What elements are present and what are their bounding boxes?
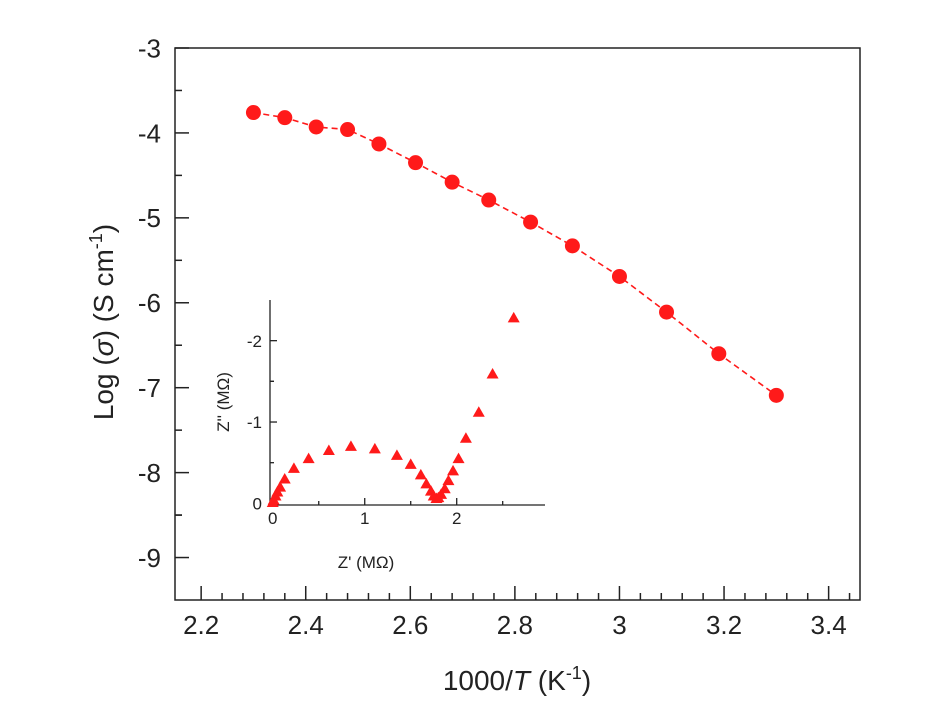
y-axis-label: Log (σ) (S cm-1) [86,224,119,420]
inset-y-axis-label: Z'' (MΩ) [214,372,233,432]
data-point [340,122,356,138]
inset-series [266,311,520,508]
data-point [481,192,497,208]
data-point [245,105,261,121]
data-point-triangle [287,462,300,473]
x-axis-label: 1000/T (K-1) [443,663,591,696]
x-tick-label: 3.4 [811,610,847,640]
plot-frame [174,47,861,601]
dashed-trend-line [253,111,777,396]
x-tick-label: 2.8 [497,610,533,640]
x-tick-label: 2 [452,509,461,528]
y-tick-label: -7 [138,373,161,403]
y-tick-label: -2 [247,332,262,351]
data-point [371,136,387,152]
data-point-triangle [344,440,357,451]
main-series [245,105,784,403]
y-tick-label: 0 [253,494,262,513]
main-axes: 2.2 2.4 2.6 2.8 3 3.2 3.4 -3 -4 -5 -6 -7 -8 -9 [138,33,861,640]
data-point-triangle [447,464,460,476]
y-tick-label: -8 [138,458,161,488]
data-point-triangle [274,481,287,492]
data-point-triangle [322,444,335,455]
x-tick-label: 2.6 [392,610,428,640]
data-point-triangle [404,458,417,469]
x-tick-label: 0 [268,509,277,528]
data-point-triangle [414,468,427,480]
data-point-triangle [486,368,499,379]
data-point-triangle [390,449,403,460]
data-point [277,110,293,126]
data-point-triangle [420,477,433,489]
data-point-triangle [438,482,451,494]
data-point-triangle [507,311,520,323]
data-point-triangle [442,474,455,486]
inset-axes: 0 1 2 0 -1 -2 [247,300,545,528]
y-tick-label: -1 [247,413,262,432]
data-point [711,346,727,362]
data-point [523,214,539,230]
x-tick-label: 1 [360,509,369,528]
data-point-triangle [278,472,291,484]
inset-x-axis-label: Z' (MΩ) [338,553,395,572]
x-tick-label: 2.2 [183,610,219,640]
data-point-triangle [452,452,465,464]
x-tick-label: 3.2 [706,610,742,640]
data-point [408,155,424,171]
data-point-triangle [302,452,315,464]
y-tick-label: -5 [138,203,161,233]
data-point-triangle [368,442,381,454]
data-point [444,174,460,190]
x-tick-label: 3 [612,610,626,640]
data-point-triangle [472,406,485,417]
data-point [659,304,675,320]
data-point [308,119,324,135]
data-point [564,238,580,254]
data-point-triangle [435,488,448,499]
x-tick-label: 2.4 [288,610,324,640]
y-tick-label: -4 [138,118,161,148]
y-tick-label: -9 [138,543,161,573]
data-point [611,268,627,284]
y-tick-label: -3 [138,33,161,63]
data-point-triangle [459,432,472,443]
y-tick-label: -6 [138,288,161,318]
data-point [768,387,784,403]
